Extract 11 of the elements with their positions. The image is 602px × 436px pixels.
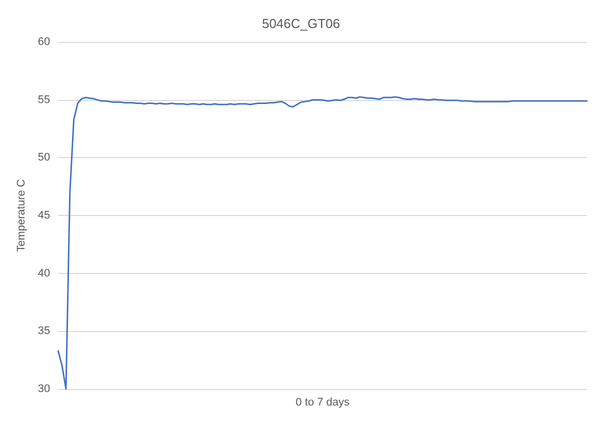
x-axis-title: 0 to 7 days	[296, 396, 350, 408]
y-tick-label: 30	[38, 383, 50, 395]
chart-title: 5046C_GT06	[262, 16, 340, 31]
y-tick-label: 60	[38, 36, 50, 48]
y-tick-label: 55	[38, 94, 50, 106]
line-series	[57, 96, 588, 390]
y-tick-label: 45	[38, 210, 50, 222]
y-tick-label: 35	[38, 325, 50, 338]
y-axis-title: Temperature C	[16, 179, 28, 252]
y-tick-label: 40	[38, 267, 50, 280]
y-tick-label: 50	[38, 152, 50, 164]
